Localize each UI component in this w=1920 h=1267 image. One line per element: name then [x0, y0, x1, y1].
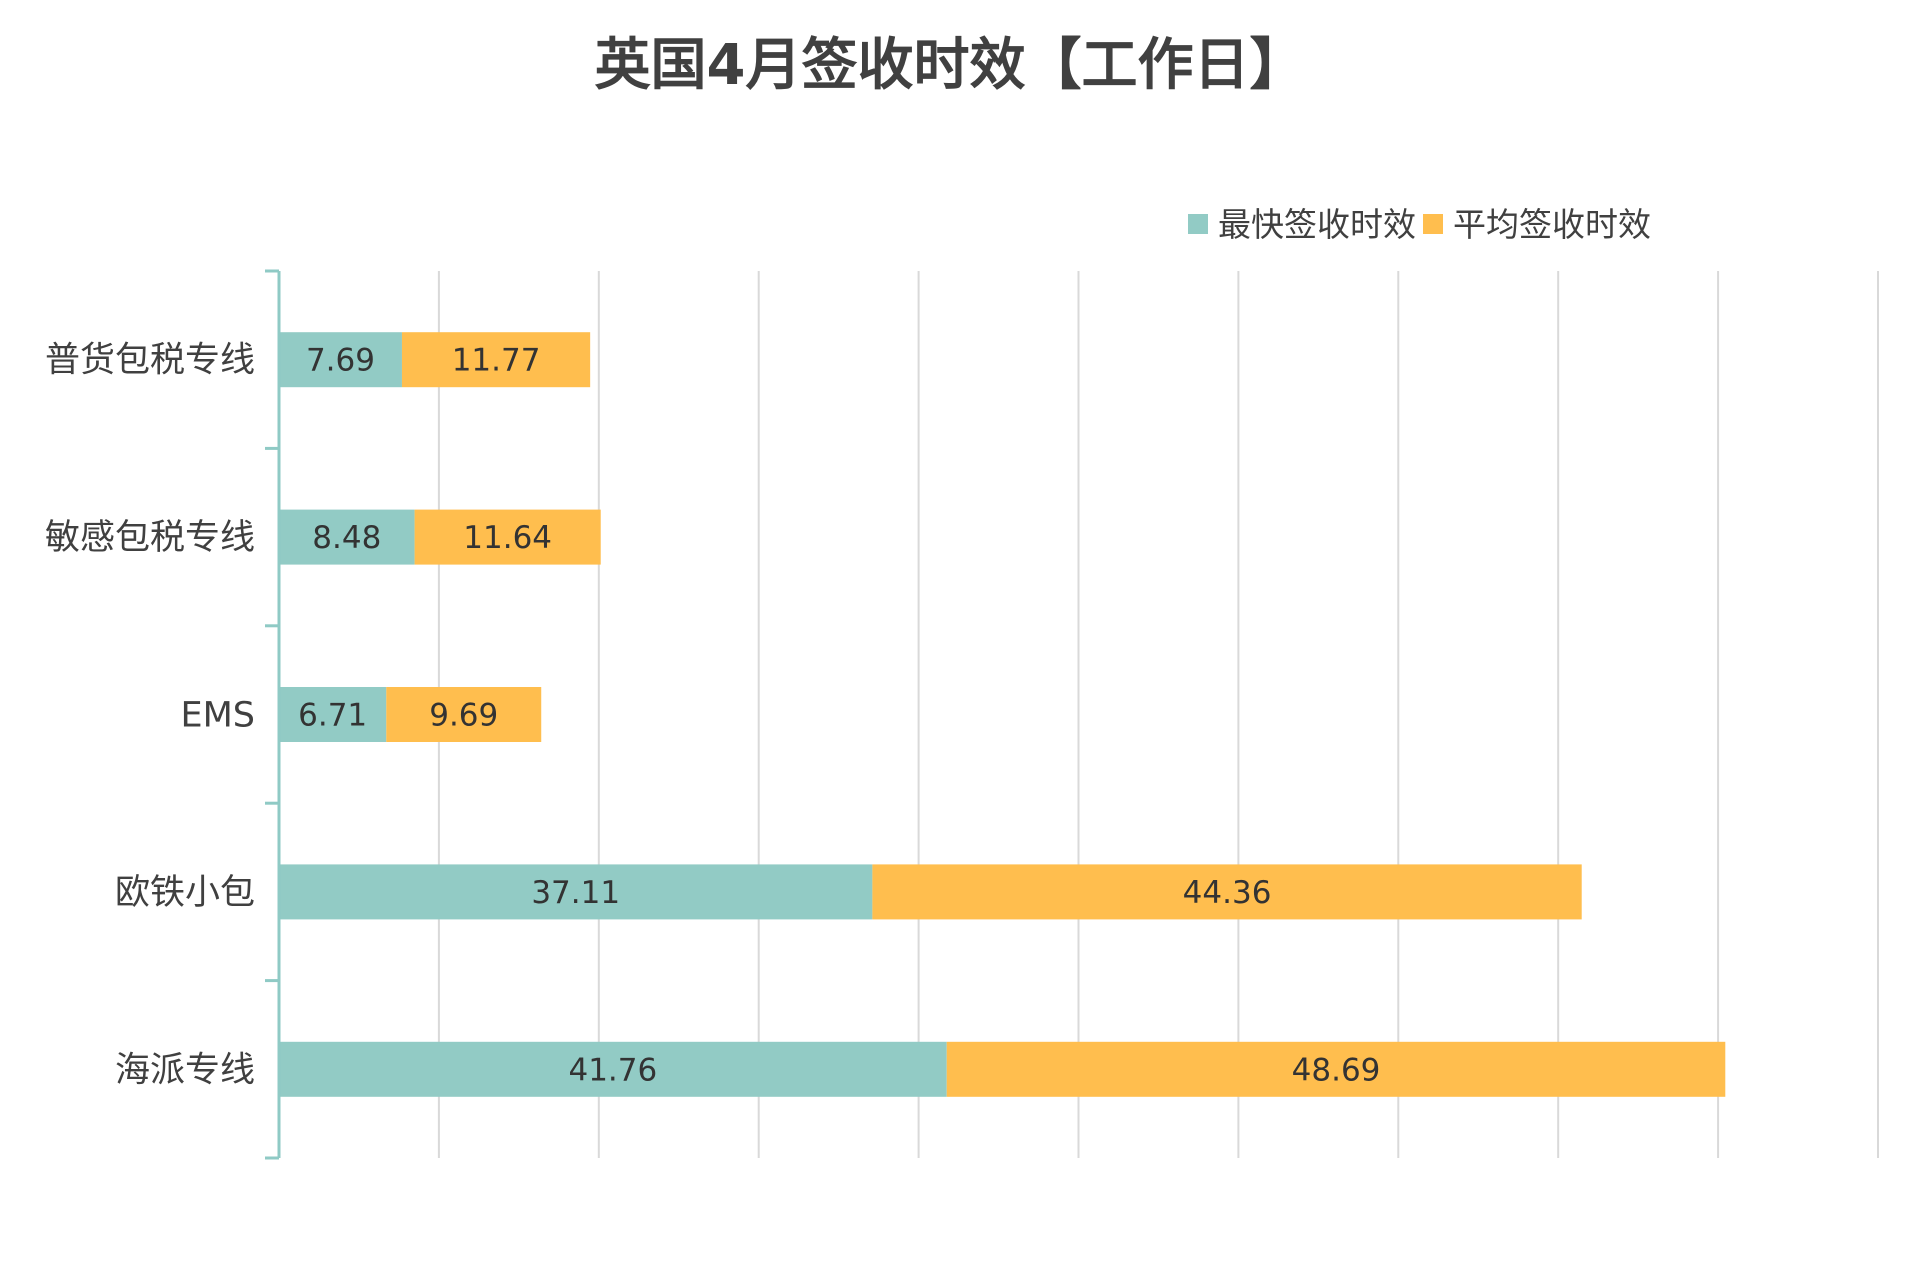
data-label: 6.71 — [298, 698, 367, 734]
bar-fastest — [279, 332, 402, 388]
data-label: 44.36 — [1183, 875, 1272, 911]
data-label: 7.69 — [306, 343, 375, 379]
legend-label: 最快签收时效 — [1218, 205, 1416, 244]
bar-fastest — [279, 509, 415, 565]
bar-average — [946, 1041, 1726, 1097]
bars — [279, 332, 1726, 1097]
category-label: 普货包税专线 — [45, 341, 255, 381]
legend-swatch — [1188, 214, 1208, 234]
bar-average — [386, 687, 542, 742]
chart-title: 英国4月签收时效【工作日】 — [595, 33, 1306, 98]
bar-fastest — [279, 1041, 947, 1097]
bar-average — [401, 332, 591, 388]
category-label: 海派专线 — [115, 1050, 255, 1090]
data-label: 37.11 — [531, 875, 620, 911]
bar-fastest — [279, 864, 873, 920]
data-label: 9.69 — [429, 698, 498, 734]
bar-average — [872, 864, 1582, 920]
category-axis — [265, 269, 281, 1160]
category-label: 敏感包税专线 — [45, 518, 255, 558]
legend: 最快签收时效 平均签收时效 — [1188, 205, 1651, 244]
data-label: 8.48 — [312, 520, 381, 556]
data-labels: 7.69 11.77 8.48 11.64 6.71 9.69 37.11 44.36 41.7… — [298, 343, 1380, 1089]
data-label: 11.64 — [463, 520, 552, 556]
gridlines — [437, 271, 1879, 1158]
data-label: 48.69 — [1292, 1052, 1381, 1088]
category-label: 欧铁小包 — [115, 873, 255, 913]
category-label: EMS — [180, 696, 255, 736]
bar-average — [414, 509, 601, 565]
legend-swatch — [1423, 214, 1443, 234]
bar-fastest — [279, 687, 387, 742]
legend-label: 平均签收时效 — [1453, 205, 1651, 244]
data-label: 11.77 — [452, 343, 541, 379]
data-label: 41.76 — [568, 1052, 657, 1088]
